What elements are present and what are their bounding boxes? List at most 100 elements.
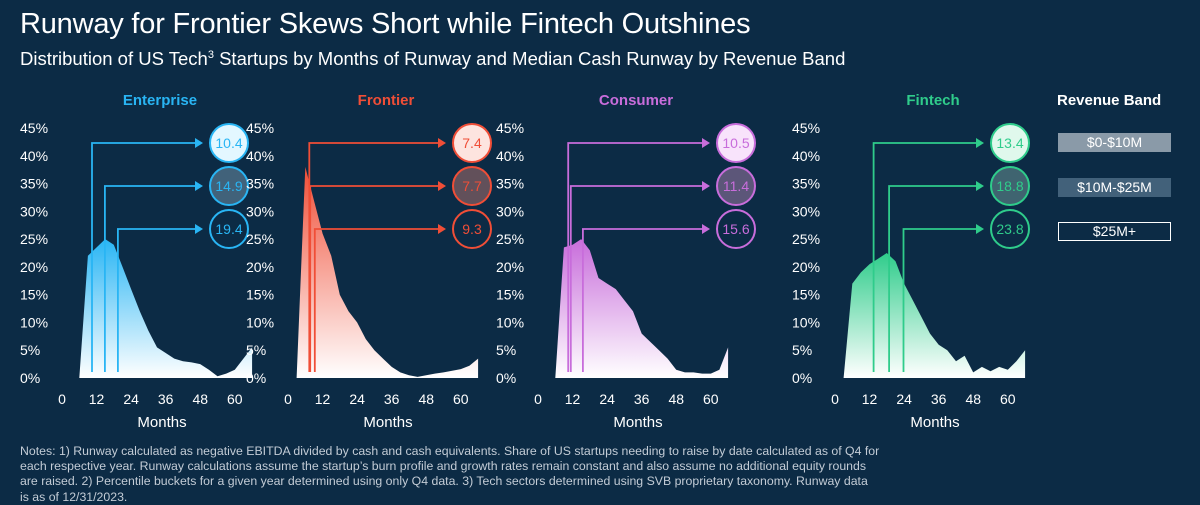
runway-badge	[716, 123, 756, 163]
y-tick-label: 20%	[246, 259, 274, 275]
x-tick-label: 60	[1000, 391, 1016, 407]
x-tick-label: 24	[599, 391, 615, 407]
chart-title-enterprise: Enterprise	[123, 92, 197, 109]
y-tick-label: 10%	[792, 314, 820, 330]
y-tick-label: 30%	[792, 203, 820, 219]
runway-marker-line	[91, 142, 196, 372]
chart-title-consumer: Consumer	[599, 92, 673, 109]
runway-badge	[716, 209, 756, 249]
panel-frontier: Frontier 0% 5% 10% 15% 20% 25% 30% 35% 40% 45% 0 12 2…	[246, 92, 492, 431]
runway-badge-value: 15.6	[722, 221, 749, 237]
runway-marker-line	[888, 185, 977, 372]
runway-marker-line	[104, 185, 196, 372]
x-axis-label: Months	[137, 414, 186, 431]
x-tick-label: 24	[123, 391, 139, 407]
panel-fintech: Fintech 0% 5% 10% 15% 20% 25% 30% 35% 40% 45% 0 12 24…	[792, 92, 1030, 431]
x-axis-label: Months	[613, 414, 662, 431]
y-tick-label: 45%	[246, 120, 274, 136]
subtitle-footnote-marker: 3	[207, 49, 214, 61]
y-tick-label: 15%	[246, 287, 274, 303]
legend-title: Revenue Band	[1057, 92, 1162, 109]
runway-badge-value: 19.4	[215, 221, 242, 237]
y-tick-label: 40%	[496, 148, 524, 164]
runway-arrow-head	[195, 181, 203, 191]
runway-arrow-head	[702, 224, 710, 234]
x-tick-label: 48	[192, 391, 208, 407]
x-tick-label: 60	[227, 391, 243, 407]
y-tick-label: 0%	[496, 370, 516, 386]
x-tick-label: 48	[965, 391, 981, 407]
x-tick-label: 48	[668, 391, 684, 407]
runway-badge	[990, 166, 1030, 206]
x-tick-label: 60	[453, 391, 469, 407]
runway-arrow-head	[702, 138, 710, 148]
runway-badge	[990, 123, 1030, 163]
charts-area: Enterprise 0% 5% 10% 15% 20% 25% 30% 35% 40% 45% 0 1…	[20, 92, 1030, 431]
runway-badge-value: 14.9	[215, 178, 242, 194]
y-tick-label: 20%	[496, 259, 524, 275]
y-tick-label: 10%	[496, 314, 524, 330]
y-tick-label: 0%	[246, 370, 266, 386]
y-tick-label: 25%	[20, 231, 48, 247]
y-tick-label: 0%	[20, 370, 40, 386]
y-tick-label: 40%	[20, 148, 48, 164]
y-tick-label: 0%	[792, 370, 812, 386]
x-tick-label: 24	[349, 391, 365, 407]
runway-badge	[209, 209, 249, 249]
y-tick-label: 5%	[496, 342, 516, 358]
runway-arrow-head	[195, 138, 203, 148]
y-tick-label: 30%	[20, 203, 48, 219]
y-tick-label: 30%	[496, 203, 524, 219]
panel-enterprise: Enterprise 0% 5% 10% 15% 20% 25% 30% 35% 40% 45% 0 1…	[20, 92, 253, 431]
runway-badge-value: 23.8	[996, 221, 1023, 237]
runway-arrow-head	[976, 181, 984, 191]
runway-badge	[716, 166, 756, 206]
footnotes: Notes: 1) Runway calculated as negative …	[20, 444, 880, 504]
runway-marker-line	[313, 228, 439, 372]
x-tick-label: 36	[634, 391, 650, 407]
legend-item-25m-plus: $25M+	[1058, 222, 1171, 241]
subtitle-main: Distribution of US Tech	[20, 48, 208, 69]
runway-badge	[209, 166, 249, 206]
runway-badge	[990, 209, 1030, 249]
y-tick-label: 35%	[20, 176, 48, 192]
x-tick-label: 36	[384, 391, 400, 407]
y-tick-label: 35%	[792, 176, 820, 192]
runway-marker-line	[582, 228, 703, 372]
runway-badge-value: 10.4	[215, 135, 242, 151]
runway-badge	[452, 209, 492, 249]
runway-arrow-head	[702, 181, 710, 191]
y-tick-label: 35%	[246, 176, 274, 192]
runway-marker-line	[872, 142, 977, 372]
runway-arrow-head	[195, 224, 203, 234]
x-tick-label: 12	[565, 391, 581, 407]
x-axis-label: Months	[363, 414, 412, 431]
runway-badge-value: 11.4	[723, 178, 749, 194]
y-tick-label: 40%	[792, 148, 820, 164]
runway-arrow-head	[438, 181, 446, 191]
runway-badge-value: 9.3	[462, 221, 482, 237]
chart-title-fintech: Fintech	[906, 92, 959, 109]
subtitle-rest: Startups by Months of Runway and Median …	[213, 48, 846, 69]
distribution-area-fintech	[843, 253, 1026, 378]
chart-title-frontier: Frontier	[358, 92, 415, 109]
runway-badge	[452, 166, 492, 206]
x-tick-label: 12	[862, 391, 878, 407]
runway-marker-line	[569, 185, 703, 372]
y-tick-label: 25%	[496, 231, 524, 247]
y-tick-label: 25%	[792, 231, 820, 247]
y-tick-label: 20%	[20, 259, 48, 275]
runway-marker-line	[117, 228, 196, 372]
x-tick-label: 0	[284, 391, 292, 407]
x-tick-label: 0	[58, 391, 66, 407]
runway-marker-line	[567, 142, 703, 372]
runway-badge-value: 10.5	[722, 135, 749, 151]
distribution-area-frontier	[296, 166, 479, 378]
y-tick-label: 5%	[20, 342, 40, 358]
y-tick-label: 45%	[496, 120, 524, 136]
runway-marker-line	[309, 185, 439, 372]
y-tick-label: 45%	[20, 120, 48, 136]
x-tick-label: 36	[158, 391, 174, 407]
runway-badge-value: 13.4	[996, 135, 1023, 151]
y-tick-label: 5%	[246, 342, 266, 358]
